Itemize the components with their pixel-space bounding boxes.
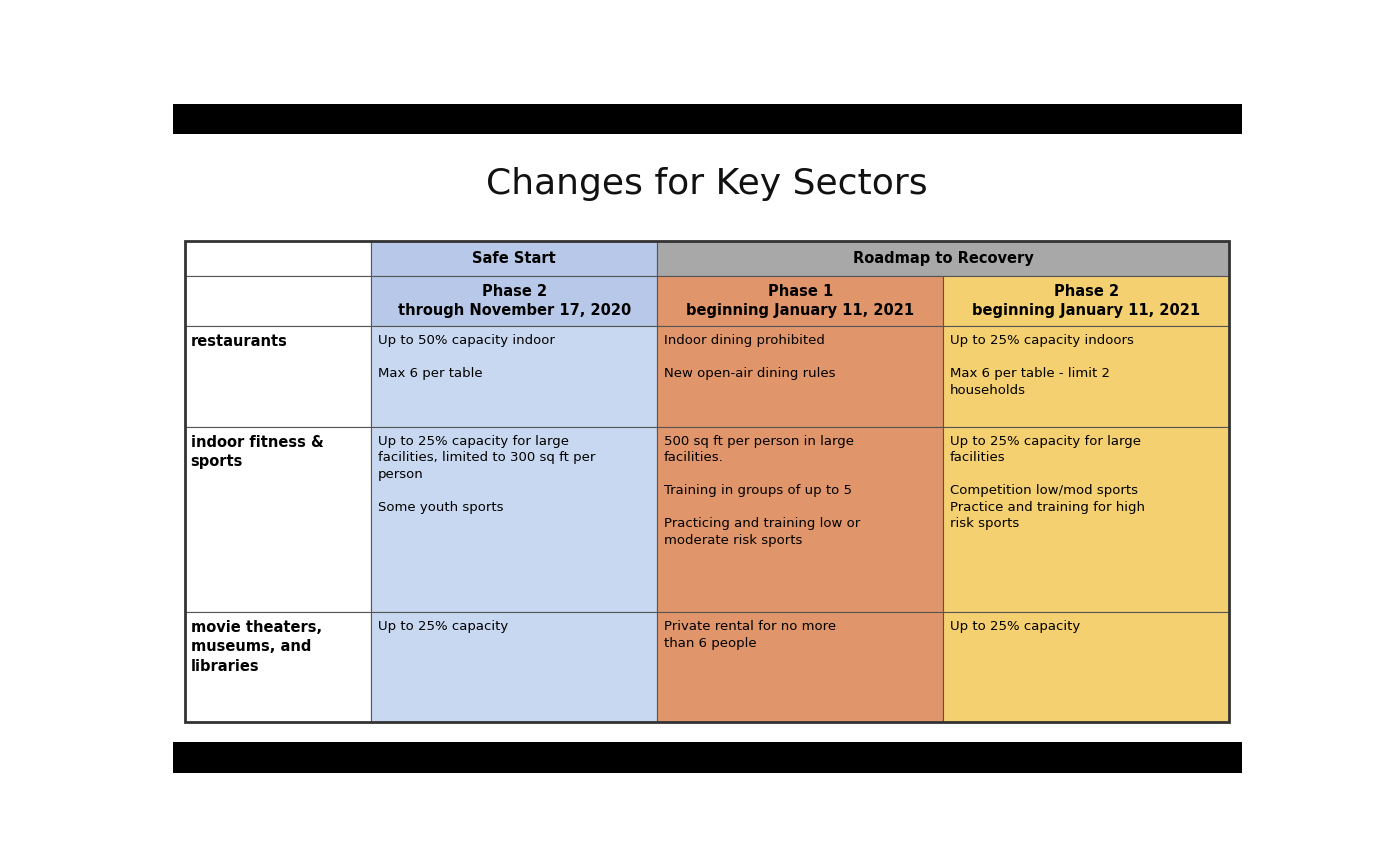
Text: Up to 25% capacity for large
facilities, limited to 300 sq ft per
person

Some y: Up to 25% capacity for large facilities,… (378, 435, 595, 514)
Bar (371, 326, 657, 427)
Bar (185, 276, 371, 326)
Text: Changes for Key Sectors: Changes for Key Sectors (486, 168, 929, 201)
Bar (657, 612, 943, 722)
Text: movie theaters,
museums, and
libraries: movie theaters, museums, and libraries (190, 620, 322, 674)
Bar (185, 612, 371, 722)
Bar (943, 276, 1230, 326)
Text: Safe Start: Safe Start (472, 251, 556, 266)
Text: Up to 25% capacity: Up to 25% capacity (949, 620, 1079, 633)
Text: Up to 50% capacity indoor

Max 6 per table: Up to 50% capacity indoor Max 6 per tabl… (378, 334, 555, 380)
Text: 500 sq ft per person in large
facilities.

Training in groups of up to 5

Practi: 500 sq ft per person in large facilities… (664, 435, 860, 547)
Bar (172, 104, 1242, 135)
Bar (371, 427, 657, 612)
Bar (371, 612, 657, 722)
Bar (185, 427, 371, 612)
Bar (657, 241, 1230, 276)
Bar (371, 241, 657, 276)
Text: Phase 2
beginning January 11, 2021: Phase 2 beginning January 11, 2021 (972, 284, 1201, 319)
Text: Phase 2
through November 17, 2020: Phase 2 through November 17, 2020 (397, 284, 631, 319)
Bar (943, 612, 1230, 722)
Text: indoor fitness &
sports: indoor fitness & sports (190, 435, 323, 469)
Text: Roadmap to Recovery: Roadmap to Recovery (853, 251, 1034, 266)
Text: Indoor dining prohibited

New open-air dining rules: Indoor dining prohibited New open-air di… (664, 334, 835, 380)
Bar (943, 427, 1230, 612)
Text: Phase 1
beginning January 11, 2021: Phase 1 beginning January 11, 2021 (686, 284, 914, 319)
Bar (943, 326, 1230, 427)
Bar (657, 326, 943, 427)
Bar (185, 241, 1230, 722)
Bar (172, 742, 1242, 773)
Bar (657, 276, 943, 326)
Bar (371, 276, 657, 326)
Text: Private rental for no more
than 6 people: Private rental for no more than 6 people (664, 620, 836, 649)
Text: restaurants: restaurants (190, 334, 287, 350)
Text: Up to 25% capacity: Up to 25% capacity (378, 620, 508, 633)
Bar (185, 326, 371, 427)
Bar (185, 241, 371, 276)
Text: Up to 25% capacity for large
facilities

Competition low/mod sports
Practice and: Up to 25% capacity for large facilities … (949, 435, 1144, 530)
Bar (657, 427, 943, 612)
Text: Up to 25% capacity indoors

Max 6 per table - limit 2
households: Up to 25% capacity indoors Max 6 per tab… (949, 334, 1133, 397)
